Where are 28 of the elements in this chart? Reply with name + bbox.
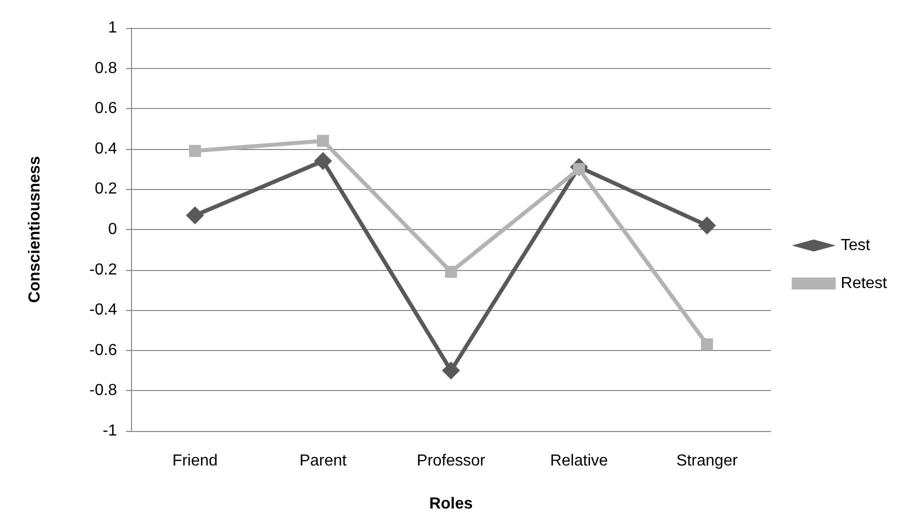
y-tick-label: -0.8 bbox=[89, 382, 118, 400]
point bbox=[701, 338, 713, 350]
y-tick-label: -0.6 bbox=[89, 342, 118, 359]
point bbox=[698, 216, 716, 234]
y-axis-title: Conscientiousness bbox=[26, 156, 44, 303]
point bbox=[314, 152, 332, 170]
y-tick-label: 1 bbox=[108, 20, 118, 36]
x-axis-title: Roles bbox=[429, 496, 473, 512]
point bbox=[186, 206, 204, 224]
y-tick-label: 0.8 bbox=[94, 60, 118, 77]
legend-label: Test bbox=[840, 237, 871, 254]
y-tick-label: 0 bbox=[108, 221, 118, 238]
x-tick-label: Stranger bbox=[676, 452, 738, 470]
point bbox=[189, 144, 201, 157]
x-tick-label: Friend bbox=[172, 452, 218, 470]
y-tick-label: -0.2 bbox=[89, 261, 118, 278]
y-tick-label: -0.4 bbox=[89, 302, 118, 319]
x-tick-label: Relative bbox=[550, 452, 608, 470]
y-tick-label: 0.6 bbox=[94, 100, 118, 118]
y-tick-label: 0.2 bbox=[94, 180, 118, 198]
y-tick-label: 0.4 bbox=[94, 140, 118, 158]
point bbox=[445, 266, 457, 278]
point bbox=[442, 362, 460, 380]
point bbox=[317, 134, 329, 147]
x-tick-label: Professor bbox=[416, 452, 486, 470]
legend-label: Retest bbox=[840, 275, 888, 292]
x-tick-label: Parent bbox=[299, 452, 348, 470]
y-tick-label: -1 bbox=[102, 422, 118, 440]
